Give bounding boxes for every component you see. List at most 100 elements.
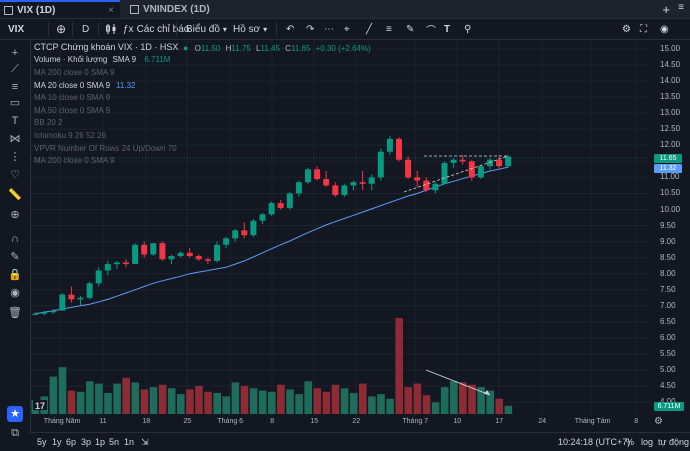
auto-toggle[interactable]: tự động [658, 437, 690, 447]
volume-bar [431, 402, 440, 414]
log-toggle[interactable]: log [641, 437, 654, 447]
symbol-search[interactable]: VIX [8, 23, 25, 35]
candle-body [286, 193, 293, 208]
high-value: 11.75 [231, 44, 251, 53]
study-legend-item[interactable]: Ichimoku 9 26 52 26 [34, 131, 106, 140]
left-drawing-toolbar: + ⟋ ≡ ▭ T ⋈ ⋮ ♡ 📏 ⊕ ∩ ✎ 🔒 ◉ 🗑 ★ ⧉ [0, 40, 31, 439]
eye-icon[interactable]: ◉ [10, 287, 20, 299]
close-tab-icon[interactable]: × [108, 4, 114, 16]
study-legend-item[interactable]: MA 200 close 0 SMA 9 [34, 156, 115, 165]
tab-menu-icon[interactable]: ≡ [678, 2, 684, 13]
crosshair-tool-icon[interactable]: ⌖ [344, 23, 350, 35]
indicators-button[interactable]: ƒx Các chỉ báo [123, 22, 189, 36]
lock-icon[interactable]: 🔒 [8, 269, 22, 281]
volume-bar [322, 391, 331, 414]
candle-body [505, 156, 512, 167]
chart-type-button[interactable]: Biểu đồ ▾ [186, 22, 227, 36]
candle-body [132, 244, 139, 265]
tab-vnindex[interactable]: VNINDEX (1D) [124, 0, 210, 18]
study-legend-item[interactable]: BB 20 2 [34, 118, 62, 127]
study-legend-item[interactable]: MA 50 close 0 SMA 9 [34, 106, 110, 115]
study-legend-item[interactable]: MA 10 close 0 SMA 9 [34, 93, 110, 102]
range-5d[interactable]: 5n [109, 437, 120, 447]
text-tool-icon[interactable]: T [444, 23, 451, 35]
study-legend-item[interactable]: MA 200 close 0 SMA 9 [34, 68, 115, 77]
price-scale[interactable]: 15.0014.5014.0013.5013.0012.5012.0011.50… [648, 40, 690, 432]
range-1m[interactable]: 1p [95, 437, 106, 447]
zoom-icon[interactable]: ⊕ [10, 209, 20, 221]
toolbar-divider [98, 22, 99, 36]
close-value: 11.65 [290, 44, 311, 53]
compare-add-icon[interactable]: ⊕ [56, 22, 67, 36]
tab-vix[interactable]: VIX (1D) × [0, 0, 120, 18]
calendar-range-icon[interactable]: ⇲ [141, 437, 149, 447]
toolbar-divider [48, 22, 49, 36]
fib-icon[interactable]: ≡ [386, 23, 392, 35]
layers-icon[interactable]: ⧉ [11, 427, 19, 439]
redo-icon[interactable]: ↷ [306, 23, 315, 35]
time-axis-label: 18 [142, 418, 151, 425]
candle-style-icon[interactable] [105, 22, 117, 36]
rectangle-icon[interactable]: ▭ [9, 97, 21, 109]
undo-icon[interactable]: ↶ [286, 23, 295, 35]
last-price-badge: 11.65 [654, 154, 682, 163]
range-1y[interactable]: 1y [52, 437, 62, 447]
study-label: Ichimoku 9 26 52 26 [34, 131, 107, 140]
ruler-icon[interactable]: 📏 [8, 189, 22, 201]
candle-body [50, 310, 57, 313]
time-axis-label: 24 [538, 418, 547, 425]
candle-body [186, 252, 193, 257]
range-5y[interactable]: 5y [37, 437, 47, 447]
heart-icon[interactable]: ♡ [10, 169, 20, 181]
trash-icon[interactable]: 🗑 [8, 307, 22, 319]
range-3m[interactable]: 3p [81, 437, 92, 447]
horizontal-lines-icon[interactable]: ≡ [11, 81, 19, 93]
volume-bar [413, 383, 422, 414]
volume-legend[interactable]: Volume · Khối lượng SMA 9 6.711M [34, 55, 171, 64]
time-axis-label: Tháng 7 [402, 418, 429, 425]
tradingview-logo: 17 [33, 400, 47, 411]
percent-toggle[interactable]: % [626, 437, 635, 447]
crosshair-icon[interactable]: + [11, 47, 19, 59]
volume-bar [450, 381, 458, 414]
volume-value: 6.711M [144, 55, 171, 64]
study-legend-item[interactable]: MA 20 close 0 SMA 9 11.32 [34, 81, 135, 90]
brush-icon[interactable]: ✎ [406, 23, 415, 35]
star-icon[interactable]: ★ [7, 406, 23, 422]
price-scale-label: 11.00 [660, 172, 680, 182]
study-label: MA 20 close 0 SMA 9 [34, 80, 111, 90]
study-label: MA 50 close 0 SMA 9 [34, 105, 111, 115]
add-tab-button[interactable]: + [662, 2, 670, 17]
study-label: MA 200 close 0 SMA 9 [34, 156, 115, 166]
snapshot-icon[interactable]: ◉ [660, 23, 669, 35]
candle-body [477, 166, 484, 178]
pattern-icon[interactable]: ⋈ [9, 133, 21, 145]
lock-drawing-icon[interactable]: ✎ [10, 251, 20, 263]
study-legend-item[interactable]: VPVR Number Of Rows 24 Up/Down 70 [34, 144, 177, 153]
fullscreen-icon[interactable]: ⛶ [640, 23, 647, 35]
measure-icon[interactable]: ⚲ [464, 23, 472, 35]
ma-price-badge: 11.32 [654, 164, 682, 173]
candle-body [86, 283, 93, 298]
gear-icon[interactable]: ⚙ [622, 23, 631, 35]
price-scale-label: 12.00 [660, 140, 681, 150]
text-icon[interactable]: T [11, 115, 19, 127]
trend-line-icon[interactable]: ╱ [366, 23, 373, 35]
interval-button[interactable]: D [82, 23, 90, 35]
range-6m[interactable]: 6p [66, 437, 77, 447]
volume-bar [313, 388, 322, 414]
volume-bar [86, 381, 94, 414]
range-1d[interactable]: 1n [124, 437, 135, 447]
shape-icon[interactable]: ⌒ [426, 25, 436, 37]
toolbar-divider [72, 22, 73, 36]
candle-body [496, 159, 503, 167]
trend-line-icon[interactable]: ⟋ [11, 63, 19, 75]
profile-button[interactable]: Hồ sơ ▾ [233, 22, 267, 36]
drawing-tools-icon[interactable]: ⋯ [324, 23, 334, 35]
magnet-icon[interactable]: ∩ [11, 233, 19, 245]
scale-settings-icon[interactable]: ⚙ [654, 416, 663, 427]
clock-time[interactable]: 10:24:18 (UTC+7) [558, 437, 631, 447]
tab-vnindex-label: VNINDEX (1D) [143, 3, 210, 15]
forecast-icon[interactable]: ⋮ [9, 151, 21, 163]
